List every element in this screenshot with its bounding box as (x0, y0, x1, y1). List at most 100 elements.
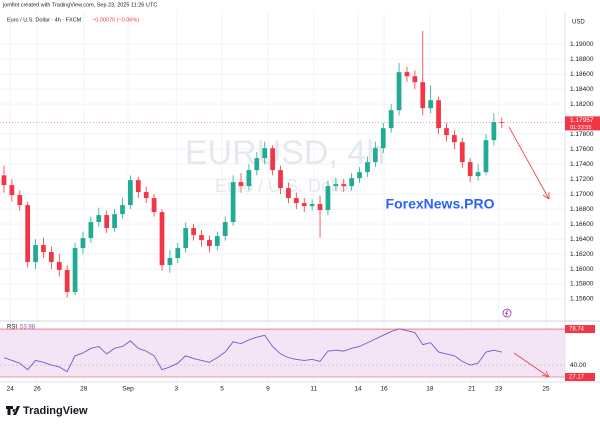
y-tick-label: 1.15600 (570, 296, 594, 303)
candle-body (483, 140, 489, 173)
candle-body (64, 270, 70, 293)
y-tick-label: 1.16800 (570, 206, 594, 213)
candle-body (151, 198, 157, 213)
y-tick-label: 40.00 (570, 362, 587, 369)
x-tick-label: 26 (34, 386, 42, 393)
x-tick-label: Sep (122, 386, 134, 393)
candle-body (254, 158, 260, 171)
level-label: 27.17 (569, 375, 585, 381)
candle-body (436, 100, 441, 129)
x-tick-label: 5 (220, 386, 224, 393)
candle-body (293, 198, 299, 204)
countdown: 01:33:55 (570, 125, 591, 131)
symbol-legend: Euro / U.S. Dollar · 4h · FXCM (7, 17, 82, 23)
candle-body (388, 110, 394, 129)
marks (0, 30, 565, 373)
candle-body (270, 148, 275, 171)
candle-body (278, 170, 283, 189)
y-tick-label: 1.16000 (570, 266, 594, 273)
candle-body (128, 180, 133, 206)
candle-body (365, 162, 370, 173)
candle-body (230, 182, 236, 223)
candle-body (404, 72, 410, 77)
candle-body (17, 195, 23, 206)
y-tick-label: 1.18200 (570, 101, 594, 108)
arrow-head (542, 192, 550, 200)
currency: USD (572, 20, 585, 26)
candle-body (349, 178, 355, 187)
logo-text: TradingView (23, 405, 88, 417)
candle-body (96, 215, 102, 223)
candle-body (104, 215, 110, 229)
candle-body (72, 248, 78, 293)
x-tick-label: 21 (468, 386, 476, 393)
y-tick-label: 1.18600 (570, 71, 594, 78)
y-tick-label: 1.17000 (570, 191, 594, 198)
y-tick-label: 1.16600 (570, 221, 594, 228)
y-tick-label: 1.17400 (570, 161, 594, 168)
x-tick-label: 28 (80, 386, 88, 393)
candle-body (9, 185, 15, 196)
arrow (513, 352, 550, 378)
y-tick-label: 1.16400 (570, 236, 594, 243)
candle-body (444, 128, 449, 136)
candle-body (459, 142, 465, 163)
x-tick-label: 24 (7, 386, 15, 393)
candle-body (428, 100, 434, 109)
x-tick-label: 23 (495, 386, 503, 393)
y-tick-label: 1.17800 (570, 131, 594, 138)
candle-body (120, 205, 125, 215)
candle-body (317, 204, 323, 211)
candle-body (357, 172, 362, 179)
candle-body (41, 245, 46, 253)
event-icon[interactable] (502, 308, 512, 318)
arrow-head (541, 370, 550, 378)
candle-body (372, 148, 378, 163)
candle-body (199, 235, 204, 241)
candle-body (467, 162, 473, 177)
candle-body (341, 184, 347, 187)
y-tick-label: 1.17600 (570, 146, 594, 153)
y-tick-label: 1.19000 (570, 41, 594, 48)
level-label: 78.74 (569, 327, 585, 333)
candle-body (238, 182, 244, 187)
candle-body (183, 228, 189, 249)
candle-body (309, 204, 315, 207)
candle-body (143, 192, 149, 199)
candle-body (48, 252, 54, 263)
x-tick-label: 16 (380, 386, 388, 393)
last-price-tag (565, 116, 600, 131)
watermark-symbol: EURUSD, 4h (185, 134, 385, 172)
grid (0, 12, 565, 382)
candle-body (452, 135, 457, 143)
candle-body (56, 262, 62, 271)
candle-body (222, 222, 228, 237)
x-tick-label: 18 (426, 386, 434, 393)
candle-body (191, 228, 196, 236)
arrow (508, 126, 550, 200)
x-tick-label: 3 (174, 386, 178, 393)
candle-body (475, 172, 481, 177)
candle-body (301, 203, 307, 207)
candle-body (25, 205, 31, 263)
legend-value: 53.98 (20, 325, 36, 331)
y-tick-label: 1.16200 (570, 251, 594, 258)
x-tick-label: 9 (266, 386, 270, 393)
rsi-band (0, 329, 565, 378)
y-tick-label: 1.17200 (570, 176, 594, 183)
candle-body (207, 240, 212, 247)
candle-body (80, 238, 86, 249)
candle-body (333, 184, 339, 187)
event-icon-bolt (504, 309, 509, 317)
last-price-label: 1.17957 (570, 117, 594, 124)
candle-body (412, 76, 418, 83)
candle-body (88, 222, 94, 239)
candle-body (325, 186, 331, 211)
candle-body (112, 214, 117, 229)
x-tick-label: 11 (310, 386, 317, 393)
legend-name: RSI (7, 325, 17, 331)
candle-body (246, 170, 252, 187)
candle-body (135, 180, 141, 193)
